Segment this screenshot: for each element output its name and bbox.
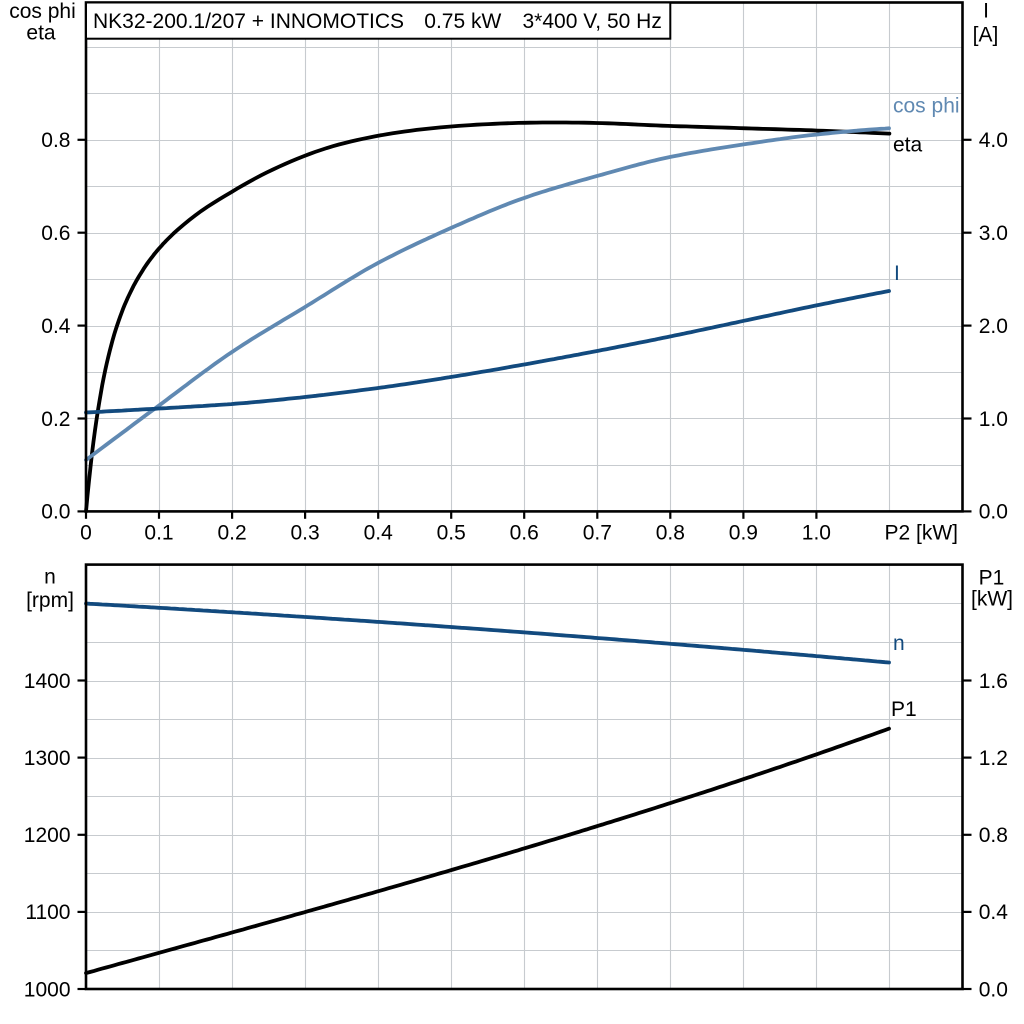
svg-text:[A]: [A]: [973, 24, 999, 47]
svg-text:0.2: 0.2: [41, 408, 70, 431]
svg-text:n: n: [893, 632, 905, 655]
svg-text:0.8: 0.8: [656, 522, 685, 545]
svg-text:P1: P1: [891, 698, 917, 721]
svg-text:I: I: [894, 262, 900, 285]
svg-text:1000: 1000: [24, 978, 71, 1001]
svg-text:eta: eta: [26, 22, 56, 45]
svg-text:1300: 1300: [24, 747, 71, 770]
svg-text:1.6: 1.6: [979, 670, 1008, 693]
svg-text:0.2: 0.2: [217, 522, 246, 545]
svg-text:0.8: 0.8: [979, 824, 1008, 847]
svg-text:1.2: 1.2: [979, 747, 1008, 770]
svg-text:[rpm]: [rpm]: [26, 589, 74, 612]
svg-text:I: I: [983, 0, 989, 23]
svg-text:0.3: 0.3: [290, 522, 319, 545]
svg-text:P2 [kW]: P2 [kW]: [884, 522, 958, 545]
svg-text:1.0: 1.0: [979, 408, 1008, 431]
svg-text:0.8: 0.8: [41, 129, 70, 152]
svg-text:1100: 1100: [25, 901, 70, 924]
svg-text:3*400 V, 50 Hz: 3*400 V, 50 Hz: [523, 10, 662, 33]
svg-text:0.0: 0.0: [979, 978, 1008, 1001]
svg-text:1400: 1400: [24, 670, 71, 693]
svg-text:1.0: 1.0: [802, 522, 831, 545]
svg-text:1200: 1200: [24, 824, 71, 847]
svg-text:n: n: [44, 566, 56, 589]
svg-text:3.0: 3.0: [979, 222, 1008, 245]
svg-text:0.5: 0.5: [437, 522, 466, 545]
svg-text:0.0: 0.0: [979, 501, 1008, 524]
svg-text:0.75 kW: 0.75 kW: [424, 10, 501, 33]
svg-text:cos phi: cos phi: [9, 0, 76, 23]
svg-text:NK32-200.1/207 + INNOMOTICS: NK32-200.1/207 + INNOMOTICS: [93, 10, 404, 33]
svg-text:0.0: 0.0: [41, 501, 70, 524]
svg-text:0.4: 0.4: [364, 522, 394, 545]
svg-text:0.4: 0.4: [41, 315, 71, 338]
svg-text:0.4: 0.4: [979, 901, 1009, 924]
svg-text:4.0: 4.0: [979, 129, 1008, 152]
svg-text:cos phi: cos phi: [893, 95, 960, 118]
svg-text:0.9: 0.9: [729, 522, 758, 545]
svg-text:0.6: 0.6: [41, 222, 70, 245]
svg-text:0.7: 0.7: [583, 522, 612, 545]
svg-text:2.0: 2.0: [979, 315, 1008, 338]
svg-text:0.6: 0.6: [510, 522, 539, 545]
svg-text:0.1: 0.1: [144, 522, 173, 545]
svg-text:P1: P1: [979, 567, 1005, 590]
svg-text:0: 0: [80, 522, 92, 545]
svg-text:eta: eta: [893, 134, 923, 157]
svg-text:[kW]: [kW]: [971, 588, 1013, 611]
